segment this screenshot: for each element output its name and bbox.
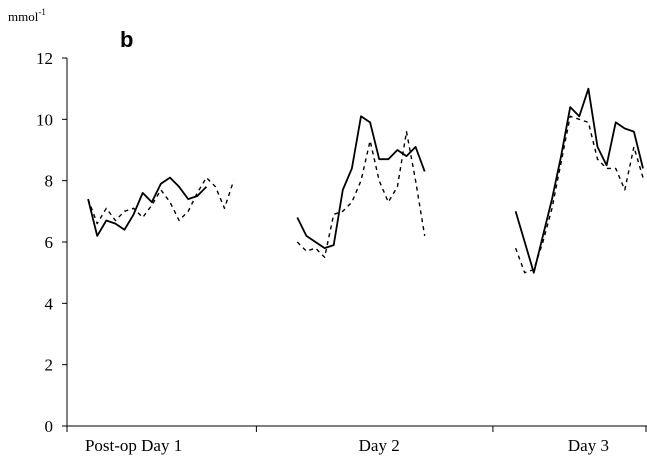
series-dashed-line-segment: [514, 115, 644, 274]
series-dashed-line-segment: [296, 130, 426, 258]
y-axis-unit-text: mmol: [8, 9, 39, 24]
series-dashed-line-segment: [87, 176, 235, 225]
y-tick-label: 2: [45, 356, 54, 375]
series-dashed: [87, 115, 644, 274]
x-tick-label: Day 3: [568, 436, 609, 455]
x-tick-label: Post-op Day 1: [85, 436, 182, 455]
y-axis-unit-label: mmol-1: [8, 7, 46, 24]
y-tick-label: 6: [45, 233, 54, 252]
y-tick-label: 4: [45, 294, 54, 313]
y-tick-label: 8: [45, 172, 54, 191]
panel-label: b: [120, 27, 133, 52]
axes-group: 0 2 4 6 8 10 12 Post-op Day 1 Day 2 Day 3: [36, 49, 647, 455]
y-tick-label: 10: [36, 110, 53, 129]
y-tick-label: 0: [45, 417, 54, 436]
series-solid-line-segment: [87, 176, 208, 237]
y-tick-label: 12: [36, 49, 53, 68]
series-group: [87, 87, 644, 274]
x-tick-label: Day 2: [359, 436, 400, 455]
y-axis-unit-superscript: -1: [38, 7, 46, 17]
series-solid: [87, 87, 644, 274]
series-solid-line-segment: [514, 87, 644, 274]
